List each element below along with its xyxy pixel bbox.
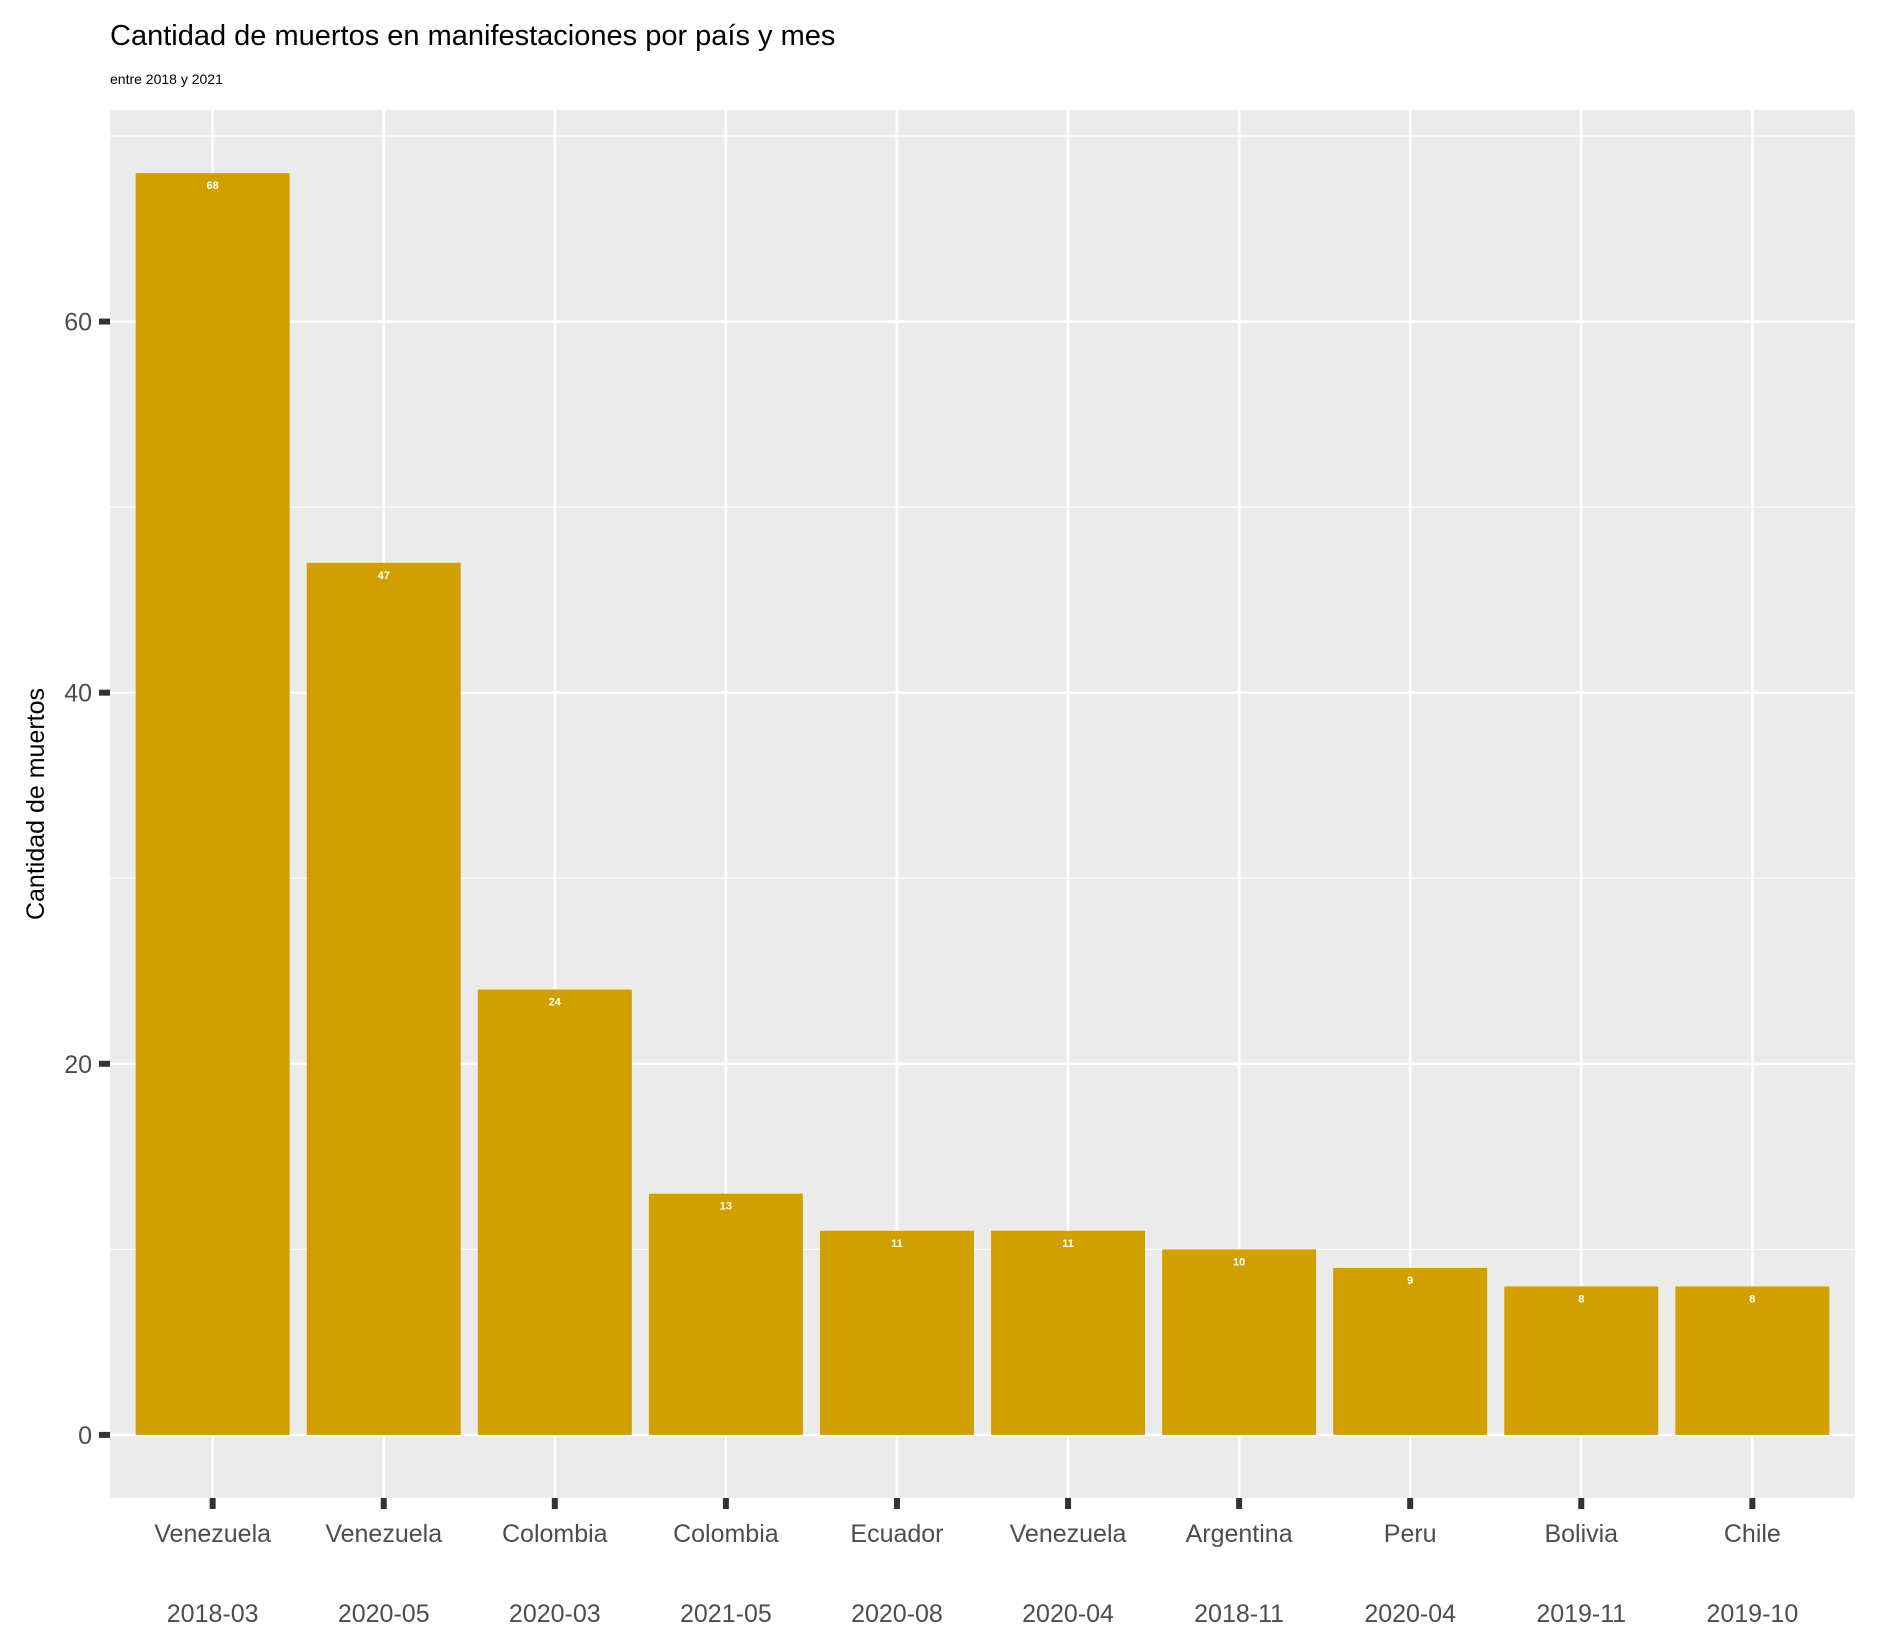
bar xyxy=(306,562,461,1435)
bar xyxy=(1162,1249,1317,1435)
y-axis: 0 20 40 60 xyxy=(64,309,110,1450)
bars xyxy=(135,173,1830,1435)
x-tick-label-month: 2018-03 xyxy=(167,1600,259,1628)
x-tick-label-country: Bolivia xyxy=(1544,1520,1618,1548)
data-label: 11 xyxy=(891,1238,903,1250)
data-labels: 68 47 24 13 11 11 10 9 8 8 xyxy=(207,180,1756,1305)
data-label: 13 xyxy=(720,1201,732,1213)
data-label: 68 xyxy=(207,180,219,192)
data-label: 47 xyxy=(378,570,390,582)
x-tick-label-month: 2020-08 xyxy=(851,1600,943,1628)
bar xyxy=(819,1230,974,1435)
bar xyxy=(648,1193,803,1435)
data-label: 8 xyxy=(1578,1293,1584,1305)
data-label: 8 xyxy=(1749,1293,1755,1305)
x-tick-label-country: Ecuador xyxy=(850,1520,943,1548)
x-tick-label-month: 2020-04 xyxy=(1364,1600,1456,1628)
chart-title: Cantidad de muertos en manifestaciones p… xyxy=(110,20,835,52)
y-tick-label: 20 xyxy=(64,1051,92,1079)
bar xyxy=(477,989,632,1435)
x-tick-label-month: 2019-10 xyxy=(1706,1600,1798,1628)
x-tick-label-month: 2020-05 xyxy=(338,1600,430,1628)
chart-subtitle: entre 2018 y 2021 xyxy=(110,71,223,87)
x-tick-label-month: 2018-11 xyxy=(1194,1600,1284,1628)
x-tick-label-country: Peru xyxy=(1384,1520,1437,1548)
x-tick-label-country: Argentina xyxy=(1186,1520,1293,1548)
x-tick-label-country: Venezuela xyxy=(1010,1520,1127,1548)
bar xyxy=(1675,1286,1830,1435)
x-tick-label-month: 2019-11 xyxy=(1536,1600,1626,1628)
data-label: 10 xyxy=(1233,1256,1245,1268)
y-tick-label: 40 xyxy=(64,680,92,708)
x-tick-label-country: Colombia xyxy=(502,1520,608,1548)
x-tick-label-month: 2020-04 xyxy=(1022,1600,1114,1628)
bar xyxy=(1333,1267,1488,1435)
x-tick-label-month: 2020-03 xyxy=(509,1600,601,1628)
x-tick-label-country: Chile xyxy=(1724,1520,1781,1548)
x-tick-label-country: Venezuela xyxy=(154,1520,271,1548)
y-tick-label: 60 xyxy=(64,309,92,337)
bar xyxy=(991,1230,1146,1435)
x-tick-label-month: 2021-05 xyxy=(680,1600,772,1628)
x-tick-label-country: Venezuela xyxy=(325,1520,442,1548)
x-tick-label-country: Colombia xyxy=(673,1520,779,1548)
bar xyxy=(1504,1286,1659,1435)
data-label: 11 xyxy=(1062,1238,1074,1250)
x-axis: Venezuela 2018-03 Venezuela 2020-05 Colombia… xyxy=(154,1498,1798,1628)
bar xyxy=(135,173,290,1435)
y-tick-label: 0 xyxy=(78,1422,92,1450)
data-label: 9 xyxy=(1407,1275,1413,1287)
y-axis-label: Cantidad de muertos xyxy=(22,688,50,920)
data-label: 24 xyxy=(549,997,562,1009)
